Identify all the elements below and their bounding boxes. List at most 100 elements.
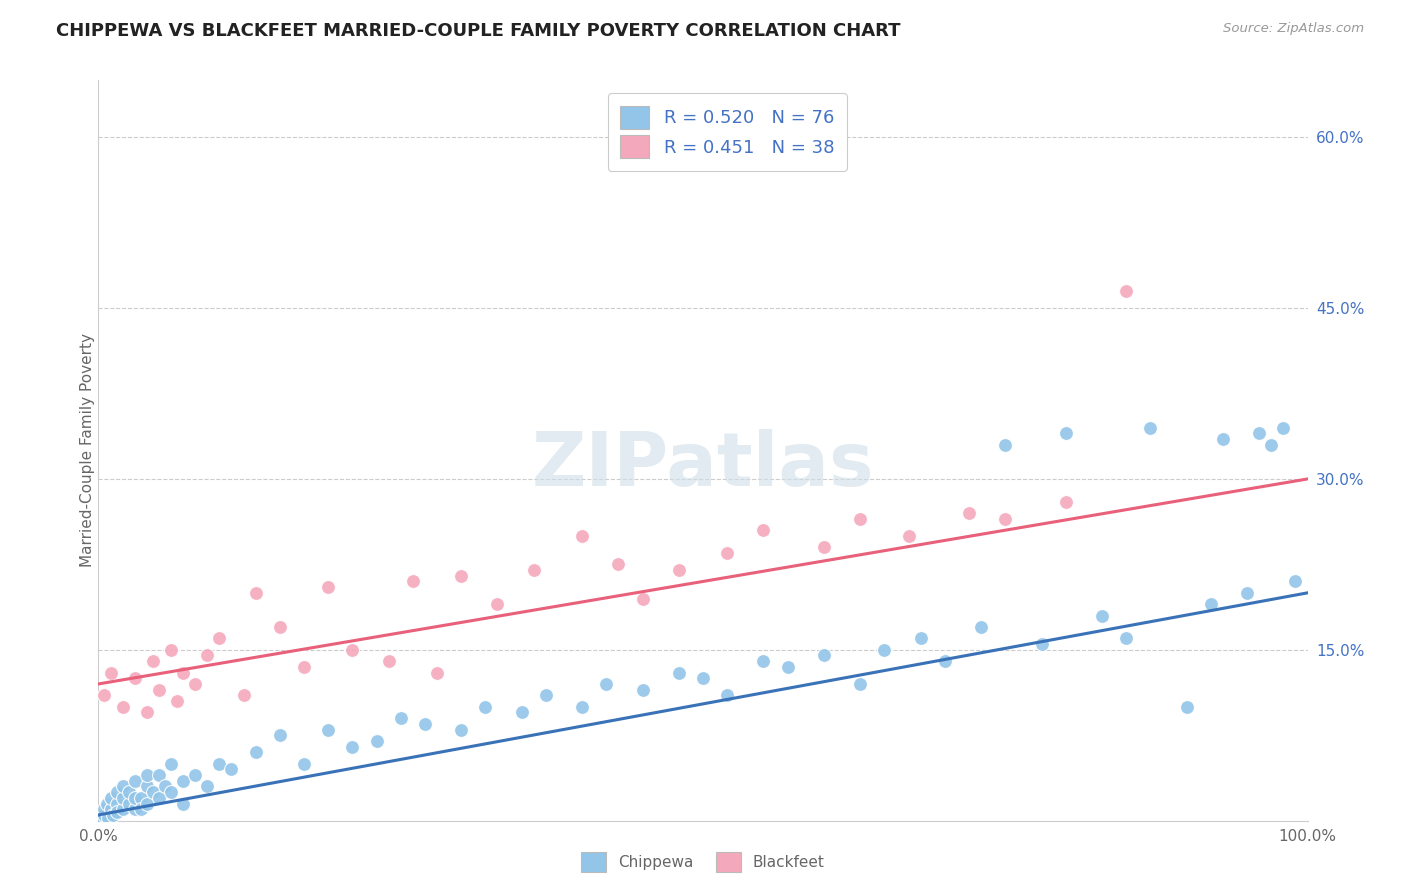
Point <box>813 541 835 555</box>
Point <box>402 574 425 589</box>
Point <box>124 671 146 685</box>
Point <box>124 802 146 816</box>
Point <box>91 810 114 824</box>
Point <box>148 768 170 782</box>
Text: CHIPPEWA VS BLACKFEET MARRIED-COUPLE FAMILY POVERTY CORRELATION CHART: CHIPPEWA VS BLACKFEET MARRIED-COUPLE FAM… <box>56 22 901 40</box>
Point <box>124 773 146 788</box>
Point <box>135 797 157 811</box>
Point <box>245 586 267 600</box>
Point <box>1054 494 1077 508</box>
Point <box>716 689 738 703</box>
Point <box>450 568 472 582</box>
Point <box>994 512 1017 526</box>
Point <box>957 506 980 520</box>
Point <box>523 563 546 577</box>
Point <box>752 654 775 668</box>
Point <box>377 654 399 668</box>
Point <box>292 756 315 771</box>
Point <box>160 785 183 799</box>
Point <box>994 438 1017 452</box>
Point <box>849 677 872 691</box>
Y-axis label: Married-Couple Family Poverty: Married-Couple Family Poverty <box>80 334 94 567</box>
Point <box>118 797 141 811</box>
Text: Source: ZipAtlas.com: Source: ZipAtlas.com <box>1223 22 1364 36</box>
Legend: Chippewa, Blackfeet: Chippewa, Blackfeet <box>574 845 832 880</box>
Point <box>292 660 315 674</box>
Point <box>934 654 956 668</box>
Point <box>342 739 364 754</box>
Point <box>631 682 654 697</box>
Point <box>316 580 339 594</box>
Point <box>184 768 207 782</box>
Point <box>413 716 436 731</box>
Point <box>1054 426 1077 441</box>
Point <box>316 723 339 737</box>
Point <box>1236 586 1258 600</box>
Point <box>97 811 120 825</box>
Point <box>129 790 152 805</box>
Point <box>342 642 364 657</box>
Point <box>668 665 690 680</box>
Point <box>910 632 932 646</box>
Point <box>1091 608 1114 623</box>
Point <box>135 768 157 782</box>
Point <box>135 706 157 720</box>
Point <box>873 642 896 657</box>
Point <box>269 728 291 742</box>
Point <box>105 797 128 811</box>
Point <box>93 802 115 816</box>
Point <box>1272 420 1295 434</box>
Point <box>1115 284 1137 298</box>
Point <box>124 790 146 805</box>
Text: ZIPatlas: ZIPatlas <box>531 429 875 502</box>
Point <box>93 808 115 822</box>
Point <box>111 699 134 714</box>
Point <box>111 802 134 816</box>
Point <box>776 660 799 674</box>
Point <box>571 529 593 543</box>
Point <box>160 642 183 657</box>
Point <box>172 773 194 788</box>
Point <box>208 756 231 771</box>
Point <box>221 763 243 777</box>
Point <box>93 689 115 703</box>
Point <box>426 665 449 680</box>
Point <box>1031 637 1053 651</box>
Point <box>752 523 775 537</box>
Point <box>1199 597 1222 611</box>
Point <box>148 682 170 697</box>
Point <box>195 780 218 794</box>
Point <box>129 802 152 816</box>
Point <box>184 677 207 691</box>
Point <box>692 671 714 685</box>
Point <box>1249 426 1271 441</box>
Point <box>153 780 176 794</box>
Point <box>450 723 472 737</box>
Point <box>1139 420 1161 434</box>
Point <box>474 699 496 714</box>
Point <box>105 785 128 799</box>
Point <box>269 620 291 634</box>
Point <box>510 706 533 720</box>
Point <box>1260 438 1282 452</box>
Point <box>534 689 557 703</box>
Point <box>148 790 170 805</box>
Point <box>172 797 194 811</box>
Point <box>716 546 738 560</box>
Point <box>849 512 872 526</box>
Point <box>607 558 630 572</box>
Point <box>668 563 690 577</box>
Point <box>813 648 835 663</box>
Point <box>486 597 509 611</box>
Point <box>1175 699 1198 714</box>
Point <box>389 711 412 725</box>
Point <box>172 665 194 680</box>
Point <box>118 785 141 799</box>
Point <box>100 790 122 805</box>
Point <box>101 808 124 822</box>
Point <box>1284 574 1306 589</box>
Point <box>100 665 122 680</box>
Point <box>135 780 157 794</box>
Point <box>970 620 993 634</box>
Point <box>111 790 134 805</box>
